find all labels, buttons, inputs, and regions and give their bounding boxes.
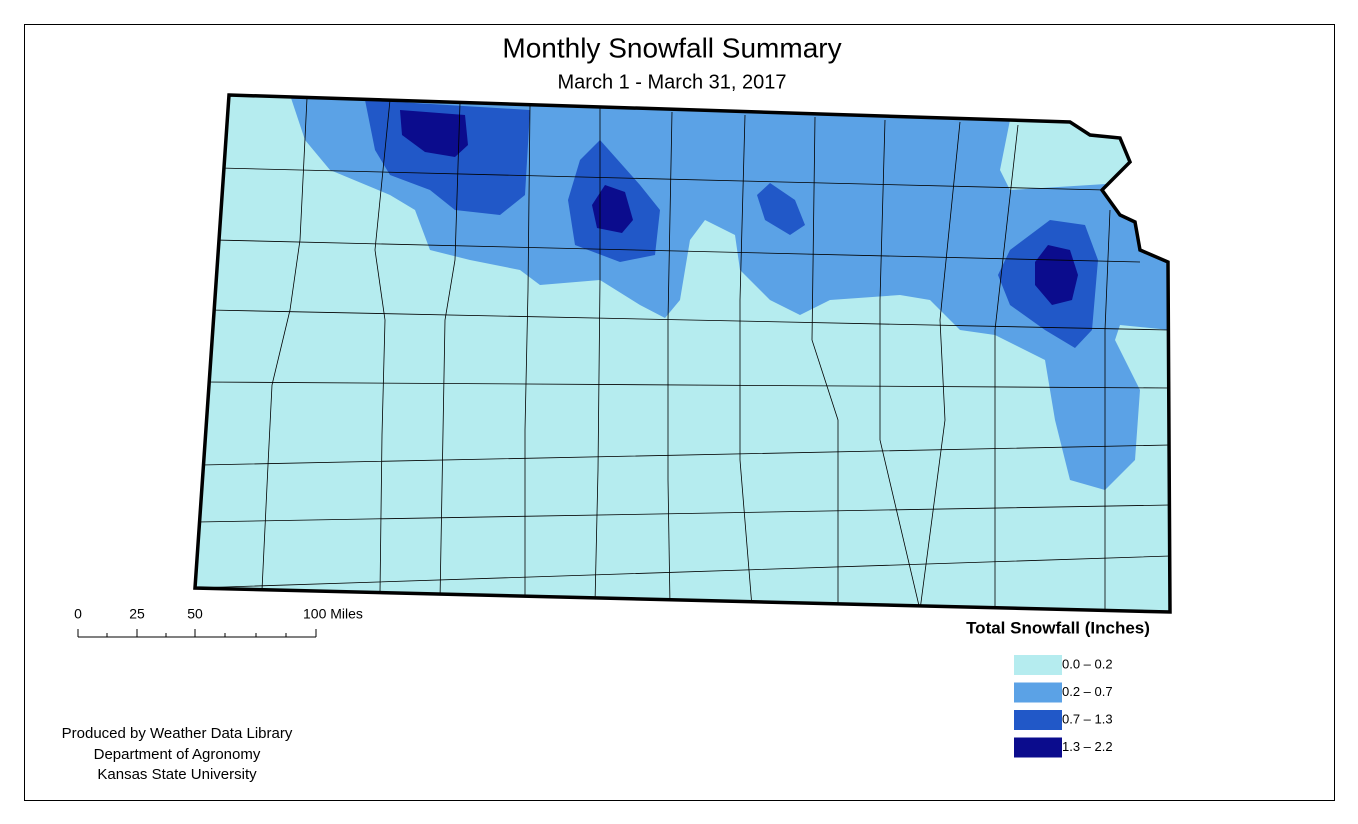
scale-label: 50 — [187, 606, 203, 622]
county-lines — [195, 97, 1170, 612]
legend-title: Total Snowfall (Inches) — [966, 618, 1150, 637]
scale-line — [77, 629, 317, 638]
title: Monthly Snowfall Summary — [502, 32, 841, 63]
scale-label: 0 — [74, 606, 82, 622]
legend-label: 1.3 – 2.2 — [1062, 739, 1113, 754]
scale-bar: 0 25 50 100 Miles — [74, 606, 363, 638]
credit-line: Department of Agronomy — [94, 746, 261, 763]
state-outline — [193, 93, 1172, 614]
zone-3 — [400, 110, 468, 157]
zone-2 — [757, 183, 805, 235]
legend-swatch — [1014, 682, 1062, 703]
scale-label: 25 — [129, 606, 145, 622]
subtitle: March 1 - March 31, 2017 — [558, 71, 787, 93]
legend-label: 0.0 – 0.2 — [1062, 656, 1113, 671]
credit-line: Produced by Weather Data Library — [62, 725, 293, 742]
scale-label: 100 Miles — [303, 606, 363, 622]
zone-3 — [592, 185, 633, 233]
snowfall-contours — [195, 95, 1170, 612]
legend: 0.0 – 0.2 0.2 – 0.7 0.7 – 1.3 1.3 – 2.2 — [1014, 655, 1113, 758]
legend-label: 0.7 – 1.3 — [1062, 711, 1113, 726]
legend-swatch — [1014, 737, 1062, 758]
credit-line: Kansas State University — [97, 766, 257, 783]
frame — [24, 24, 1335, 801]
legend-swatch — [1014, 710, 1062, 730]
legend-swatch — [1014, 655, 1062, 675]
legend-label: 0.2 – 0.7 — [1062, 684, 1113, 699]
